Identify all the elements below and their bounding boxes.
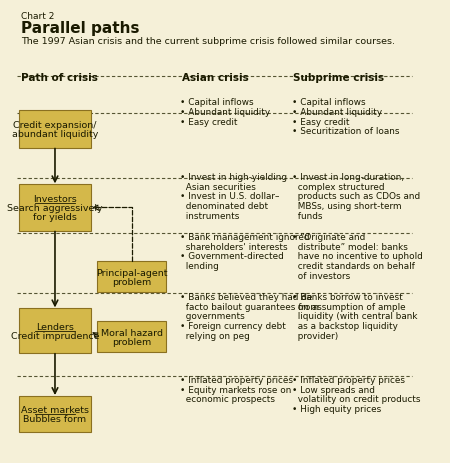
- Text: • Bank management ignored: • Bank management ignored: [180, 232, 310, 241]
- Text: distribute” model: banks: distribute” model: banks: [292, 242, 408, 251]
- Text: Search aggressively: Search aggressively: [7, 204, 103, 213]
- Text: lending: lending: [180, 262, 219, 270]
- Text: for yields: for yields: [33, 212, 77, 221]
- Text: have no incentive to uphold: have no incentive to uphold: [292, 252, 423, 261]
- Text: as a backstop liquidity: as a backstop liquidity: [292, 321, 398, 330]
- Text: • Equity markets rose on: • Equity markets rose on: [180, 385, 292, 394]
- Text: • Invest in U.S. dollar–: • Invest in U.S. dollar–: [180, 192, 279, 201]
- Text: • Government-directed: • Government-directed: [180, 252, 284, 261]
- Text: governments: governments: [180, 312, 245, 320]
- Text: complex structured: complex structured: [292, 182, 385, 191]
- Text: relying on peg: relying on peg: [180, 331, 250, 340]
- Text: MBSs, using short-term: MBSs, using short-term: [292, 201, 402, 211]
- Text: Credit imprudence: Credit imprudence: [11, 331, 99, 340]
- Text: Subprime crisis: Subprime crisis: [293, 73, 384, 83]
- Text: Asset markets: Asset markets: [21, 405, 89, 414]
- Text: volatility on credit products: volatility on credit products: [292, 394, 421, 403]
- Text: products such as CDOs and: products such as CDOs and: [292, 192, 421, 201]
- Text: facto bailout guarantees from: facto bailout guarantees from: [180, 302, 319, 311]
- Text: funds: funds: [292, 211, 323, 220]
- Text: Asian securities: Asian securities: [180, 182, 256, 191]
- Text: The 1997 Asian crisis and the current subprime crisis followed similar courses.: The 1997 Asian crisis and the current su…: [21, 38, 395, 46]
- Text: Investors: Investors: [33, 195, 77, 204]
- FancyBboxPatch shape: [18, 396, 91, 432]
- Text: • Capital inflows: • Capital inflows: [292, 98, 366, 107]
- Text: Lenders: Lenders: [36, 322, 74, 331]
- Text: instruments: instruments: [180, 211, 239, 220]
- Text: credit standards on behalf: credit standards on behalf: [292, 262, 415, 270]
- Text: economic prospects: economic prospects: [180, 394, 275, 403]
- Text: • Abundant liquidity: • Abundant liquidity: [292, 108, 382, 117]
- Text: Asian crisis: Asian crisis: [182, 73, 249, 83]
- Text: Principal-agent: Principal-agent: [96, 268, 167, 277]
- Text: Credit expansion/: Credit expansion/: [13, 121, 97, 130]
- Text: • Foreign currency debt: • Foreign currency debt: [180, 321, 286, 330]
- Text: of investors: of investors: [292, 271, 351, 280]
- Text: • Abundant liquidity: • Abundant liquidity: [180, 108, 270, 117]
- Text: abundant liquidity: abundant liquidity: [12, 130, 98, 138]
- Text: • Inflated property prices: • Inflated property prices: [180, 375, 293, 384]
- Text: problem: problem: [112, 337, 151, 346]
- Text: Bubbles form: Bubbles form: [23, 413, 86, 423]
- Text: • Securitization of loans: • Securitization of loans: [292, 127, 400, 136]
- Text: on assumption of ample: on assumption of ample: [292, 302, 406, 311]
- Text: • Easy credit: • Easy credit: [180, 117, 238, 126]
- Text: • “Originate and: • “Originate and: [292, 232, 366, 241]
- Text: • Invest in long-duration,: • Invest in long-duration,: [292, 173, 405, 181]
- FancyBboxPatch shape: [18, 185, 91, 232]
- Text: • Banks believed they had de: • Banks believed they had de: [180, 292, 313, 301]
- Text: liquidity (with central bank: liquidity (with central bank: [292, 312, 418, 320]
- Text: Chart 2: Chart 2: [21, 12, 54, 20]
- Text: • Banks borrow to invest: • Banks borrow to invest: [292, 292, 403, 301]
- Text: denominated debt: denominated debt: [180, 201, 268, 211]
- FancyBboxPatch shape: [97, 262, 166, 293]
- Text: problem: problem: [112, 277, 151, 286]
- Text: • Low spreads and: • Low spreads and: [292, 385, 375, 394]
- Text: shareholders' interests: shareholders' interests: [180, 242, 288, 251]
- FancyBboxPatch shape: [18, 308, 91, 353]
- Text: • Invest in high-yielding: • Invest in high-yielding: [180, 173, 287, 181]
- FancyBboxPatch shape: [97, 321, 166, 352]
- Text: • High equity prices: • High equity prices: [292, 404, 382, 413]
- FancyBboxPatch shape: [18, 111, 91, 149]
- Text: Path of crisis: Path of crisis: [21, 73, 98, 83]
- Text: • Easy credit: • Easy credit: [292, 117, 350, 126]
- Text: • Capital inflows: • Capital inflows: [180, 98, 254, 107]
- Text: provider): provider): [292, 331, 339, 340]
- Text: • Inflated property prices: • Inflated property prices: [292, 375, 405, 384]
- Text: Parallel paths: Parallel paths: [21, 21, 139, 36]
- Text: Moral hazard: Moral hazard: [101, 328, 163, 337]
